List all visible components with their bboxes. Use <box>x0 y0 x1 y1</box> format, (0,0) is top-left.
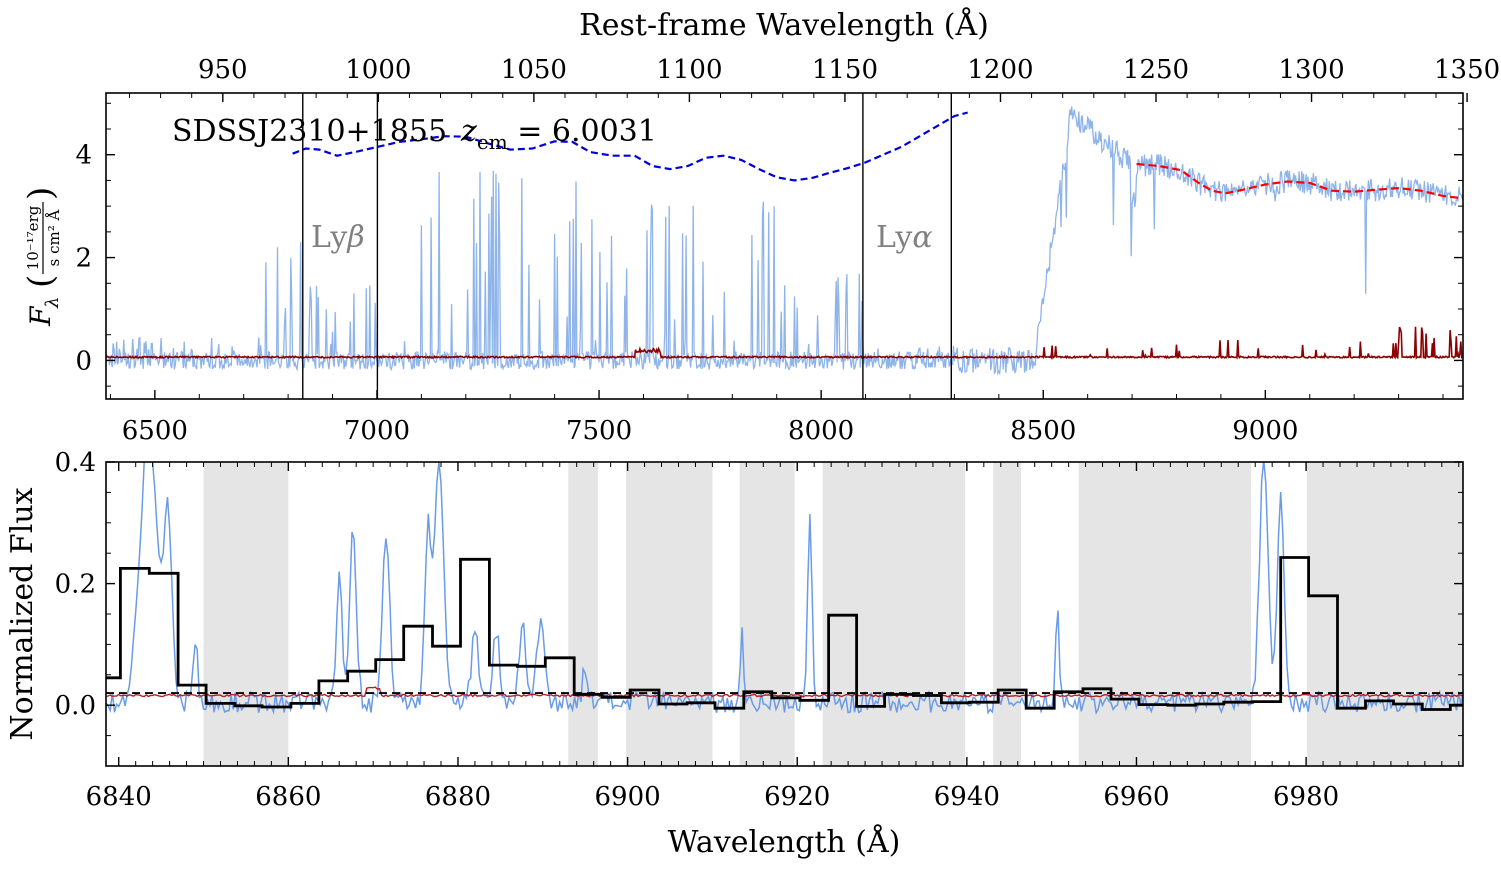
top-panel: 6500 7000 7500 8000 8500 9000 0 2 4 950 1000 1050… <box>21 7 1500 446</box>
top-axis-title: Rest-frame Wavelength (Å) <box>579 7 989 43</box>
bottom-y-tick-label: 0.0 <box>55 691 96 721</box>
lyman-alpha-label: Lyα <box>876 220 933 255</box>
bottom-x-tick-label: 6920 <box>764 782 830 812</box>
svg-text:λ: λ <box>42 297 63 309</box>
top-x-tick-label: 9000 <box>1232 416 1298 446</box>
bottom-x-axis-label: Wavelength (Å) <box>668 824 901 860</box>
top-y-tick-label: 4 <box>75 141 92 171</box>
svg-text:10⁻¹⁷erg: 10⁻¹⁷erg <box>24 205 42 270</box>
top-x-tick-label: 8000 <box>788 416 854 446</box>
quasar-annotation: SDSSJ2310+1855 zem = 6.0031 <box>172 114 657 154</box>
bottom-x-tick-label: 6940 <box>934 782 1000 812</box>
top-y-tick-label: 0 <box>75 346 92 376</box>
top-y-tick-label: 2 <box>75 244 92 274</box>
bottom-x-tick-label: 6980 <box>1273 782 1339 812</box>
svg-text:): ) <box>21 187 61 200</box>
top-error-series <box>106 326 1463 360</box>
bottom-x-tick-label: 6860 <box>255 782 321 812</box>
masked-region <box>568 462 598 766</box>
top-y-axis-label: F λ ( 10⁻¹⁷erg s cm² Å ) <box>21 187 63 327</box>
rest-frame-tick-label: 1050 <box>501 55 567 85</box>
rest-frame-tick-label: 1300 <box>1278 55 1344 85</box>
red-continuum-fit-dashed-line <box>1136 162 1463 200</box>
bottom-x-tick-label: 6840 <box>86 782 152 812</box>
rest-frame-tick-label: 1000 <box>345 55 411 85</box>
bottom-x-tick-label: 6900 <box>595 782 661 812</box>
svg-text:(: ( <box>21 275 61 288</box>
svg-text:F: F <box>24 305 57 327</box>
top-flux-series <box>106 106 1463 376</box>
masked-region <box>203 462 289 766</box>
rest-frame-tick-label: 1100 <box>656 55 722 85</box>
bottom-y-tick-label: 0.4 <box>55 448 96 478</box>
bottom-x-tick-label: 6960 <box>1103 782 1169 812</box>
rest-frame-tick-label: 1350 <box>1434 55 1500 85</box>
bottom-error-series <box>106 686 1463 698</box>
rest-frame-tick-label: 1250 <box>1123 55 1189 85</box>
masked-region <box>625 462 713 766</box>
rest-frame-tick-label: 1150 <box>812 55 878 85</box>
masked-region <box>1078 462 1251 766</box>
top-plot-frame <box>105 92 1464 400</box>
bottom-y-axis-label: Normalized Flux <box>5 487 40 740</box>
rest-frame-tick-label: 1200 <box>967 55 1033 85</box>
blue-continuum-dashed-line <box>292 111 968 182</box>
rest-frame-tick-label: 950 <box>198 55 248 85</box>
masked-region <box>739 462 795 766</box>
svg-text:s cm² Å: s cm² Å <box>45 209 63 266</box>
bottom-x-tick-label: 6880 <box>425 782 491 812</box>
bottom-y-tick-label: 0.2 <box>55 570 96 600</box>
top-x-tick-label: 7500 <box>566 416 632 446</box>
bottom-panel: 6840 6860 6880 6900 6920 6940 6960 6980 0.0 0.2 0… <box>5 448 1464 860</box>
binned-flux-step-series <box>106 556 1463 711</box>
top-x-tick-label: 8500 <box>1010 416 1076 446</box>
masked-region <box>1306 462 1463 766</box>
top-x-tick-label: 6500 <box>122 416 188 446</box>
top-x-tick-label: 7000 <box>344 416 410 446</box>
masked-region <box>993 462 1022 766</box>
lyman-beta-label: Lyβ <box>311 220 365 255</box>
bottom-flux-series <box>106 462 1463 715</box>
